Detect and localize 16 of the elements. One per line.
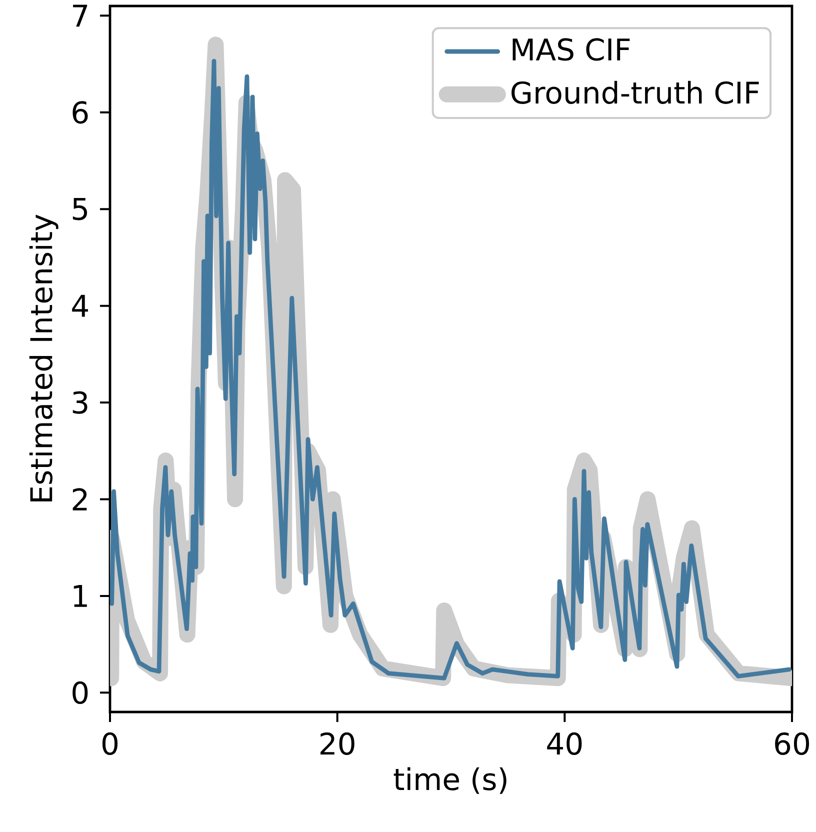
y-tick-label: 0 — [72, 681, 88, 704]
y-tick-label: 3 — [72, 391, 88, 414]
legend-label: Ground-truth CIF — [512, 80, 759, 104]
x-tick-label: 20 — [320, 732, 354, 755]
x-tick-label: 0 — [102, 732, 118, 755]
y-tick-label: 7 — [73, 4, 88, 27]
x-tick-label: 60 — [775, 732, 810, 755]
legend-label: MAS CIF — [512, 38, 630, 61]
y-axis-title: Estimated Intensity — [29, 214, 58, 502]
y-tick-label: 4 — [72, 294, 88, 317]
y-tick-label: 1 — [74, 585, 87, 607]
y-tick-label: 5 — [72, 198, 88, 220]
y-tick-label: 2 — [72, 488, 87, 510]
x-axis-title: time (s) — [394, 767, 506, 794]
x-tick-label: 40 — [547, 732, 582, 755]
y-tick-label: 6 — [72, 101, 88, 124]
